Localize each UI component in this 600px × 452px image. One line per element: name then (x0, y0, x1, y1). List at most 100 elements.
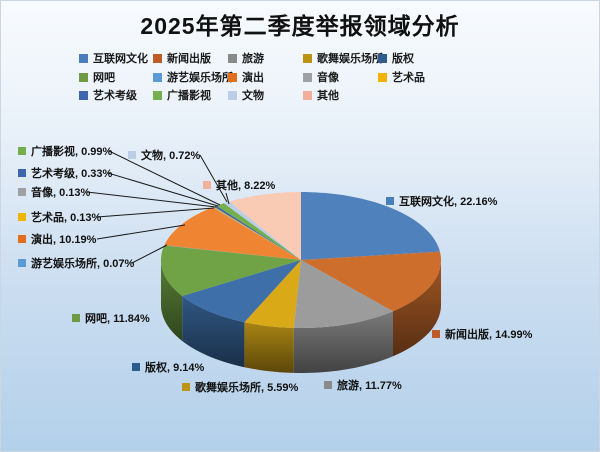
data-label-cultural-relics: 文物, 0.72% (128, 147, 200, 163)
slice-song-dance-venues (244, 260, 301, 328)
legend-label: 文物 (242, 90, 264, 102)
legend-swatch-art-grade-exam (79, 90, 88, 100)
legend-label: 互联网文化 (93, 53, 148, 65)
data-label-game-amusement-venues: 游艺娱乐场所, 0.07% (18, 255, 134, 271)
legend-swatch-cultural-relics (228, 90, 237, 100)
slice-artwork (213, 206, 301, 260)
data-label-text: 互联网文化, 22.16% (399, 196, 498, 208)
slice-cultural-relics (223, 201, 301, 260)
legend-swatch-tourism (228, 53, 237, 63)
data-label-swatch-cultural-relics (128, 151, 136, 159)
legend-label: 艺术考级 (93, 90, 137, 102)
slice-game-amusement-venues (164, 245, 301, 260)
legend-label: 演出 (242, 72, 264, 84)
slice-side-news-publishing (393, 260, 441, 357)
data-label-other: 其他, 8.22% (203, 177, 275, 193)
legend-swatch-artwork (378, 72, 387, 82)
data-label-swatch-internet-cafe (72, 314, 80, 322)
data-label-text: 音像, 0.13% (31, 187, 91, 199)
data-label-swatch-internet-culture (386, 197, 394, 205)
data-label-news-publishing: 新闻出版, 14.99% (432, 326, 532, 342)
legend-item-performance: 演出 (228, 69, 264, 85)
data-label-text: 新闻出版, 14.99% (445, 329, 533, 341)
data-label-swatch-audio-video (18, 188, 26, 196)
legend-item-art-grade-exam: 艺术考级 (79, 87, 137, 103)
legend-label: 旅游 (242, 53, 264, 65)
callout-line-art-grade-exam (107, 172, 219, 207)
legend-item-copyright: 版权 (378, 50, 414, 66)
legend-label: 网吧 (93, 72, 115, 84)
data-label-text: 游艺娱乐场所, 0.07% (31, 258, 135, 270)
slice-tourism (293, 260, 393, 328)
legend-item-internet-cafe: 网吧 (79, 69, 115, 85)
legend-label: 版权 (392, 53, 414, 65)
legend-swatch-song-dance-venues (303, 53, 312, 63)
callout-line-performance (96, 224, 186, 240)
callout-line-audio-video (86, 191, 217, 208)
callout-line-radio-tv (108, 150, 221, 206)
legend-item-artwork: 艺术品 (378, 69, 425, 85)
data-label-swatch-performance (18, 235, 26, 243)
slice-side-internet-cafe (161, 260, 183, 341)
data-label-internet-cafe: 网吧, 11.84% (72, 310, 150, 326)
legend-swatch-audio-video (303, 72, 312, 82)
data-label-text: 艺术考级, 0.33% (31, 168, 113, 180)
data-label-text: 旅游, 11.77% (337, 380, 402, 392)
slice-side-tourism (293, 311, 393, 373)
legend-item-radio-tv: 广播影视 (153, 87, 211, 103)
legend-item-audio-video: 音像 (303, 69, 339, 85)
data-label-swatch-other (203, 181, 211, 189)
legend-swatch-internet-culture (79, 53, 88, 63)
legend-item-cultural-relics: 文物 (228, 87, 264, 103)
chart-title: 2025年第二季度举报领域分析 (140, 13, 460, 39)
data-label-tourism: 旅游, 11.77% (324, 377, 402, 393)
slice-internet-culture (301, 192, 440, 260)
slice-news-publishing (301, 251, 441, 312)
legend-label: 歌舞娱乐场所 (317, 53, 383, 65)
legend-item-internet-culture: 互联网文化 (79, 50, 148, 66)
legend-swatch-copyright (378, 53, 387, 63)
data-label-internet-culture: 互联网文化, 22.16% (386, 193, 497, 209)
legend-label: 音像 (317, 72, 339, 84)
data-label-text: 文物, 0.72% (141, 150, 201, 162)
data-label-text: 歌舞娱乐场所, 5.59% (195, 382, 299, 394)
data-label-song-dance-venues: 歌舞娱乐场所, 5.59% (182, 379, 298, 395)
legend-label: 新闻出版 (167, 53, 211, 65)
data-label-swatch-radio-tv (18, 147, 26, 155)
callout-line-game-amusement-venues (131, 244, 168, 264)
legend-swatch-game-amusement-venues (153, 72, 162, 82)
callout-line-artwork (96, 207, 215, 218)
data-label-text: 版权, 9.14% (145, 362, 205, 374)
data-label-art-grade-exam: 艺术考级, 0.33% (18, 165, 112, 181)
slice-radio-tv (216, 203, 301, 260)
legend-item-game-amusement-venues: 游艺娱乐场所 (153, 69, 233, 85)
legend-label: 广播影视 (167, 90, 211, 102)
callout-line-other (225, 192, 230, 205)
legend-label: 游艺娱乐场所 (167, 72, 233, 84)
data-label-text: 网吧, 11.84% (85, 313, 150, 325)
data-label-copyright: 版权, 9.14% (132, 359, 204, 375)
callout-line-cultural-relics (199, 154, 228, 203)
slice-copyright (182, 260, 301, 323)
slice-art-grade-exam (214, 205, 301, 260)
legend-swatch-other (303, 90, 312, 100)
legend-label: 其他 (317, 90, 339, 102)
legend-label: 艺术品 (392, 72, 425, 84)
data-label-artwork: 艺术品, 0.13% (18, 209, 101, 225)
legend-swatch-performance (228, 72, 237, 82)
data-label-swatch-song-dance-venues (182, 383, 190, 391)
slice-side-song-dance-venues (244, 322, 294, 373)
data-label-swatch-game-amusement-venues (18, 259, 26, 267)
data-label-swatch-artwork (18, 213, 26, 221)
data-label-text: 广播影视, 0.99% (31, 146, 113, 158)
data-label-radio-tv: 广播影视, 0.99% (18, 143, 112, 159)
data-label-text: 其他, 8.22% (216, 180, 276, 192)
data-label-swatch-news-publishing (432, 330, 440, 338)
slice-audio-video (212, 207, 301, 260)
data-label-swatch-art-grade-exam (18, 169, 26, 177)
data-label-performance: 演出, 10.19% (18, 231, 96, 247)
slice-internet-cafe (161, 245, 301, 296)
slice-other (229, 192, 301, 260)
